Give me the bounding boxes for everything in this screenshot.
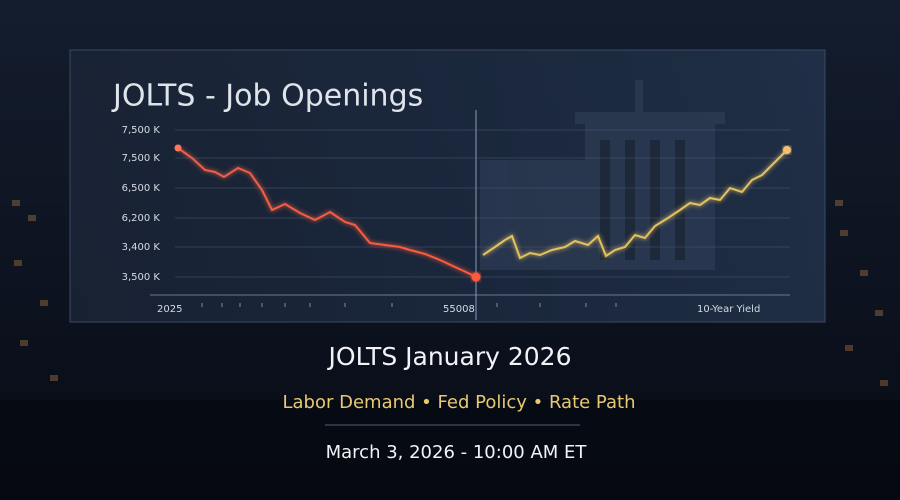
- y-label: 7,500 K: [122, 153, 161, 164]
- y-label: 7,500 K: [122, 125, 161, 136]
- yield-line: [482, 149, 788, 260]
- yield-end: [783, 146, 791, 154]
- x-label: 10-Year Yield: [697, 304, 760, 315]
- date: March 3, 2026 - 10:00 AM ET: [326, 442, 588, 463]
- x-label: 2025: [157, 304, 182, 315]
- minor-ticks: [201, 303, 617, 307]
- y-label: 3,400 K: [122, 242, 161, 253]
- line-start: [174, 144, 182, 152]
- job-openings-line: [177, 147, 477, 278]
- grid: [175, 129, 790, 278]
- headline: JOLTS January 2026: [327, 342, 572, 371]
- city-lights: [12, 200, 888, 386]
- topics: Labor Demand • Fed Policy • Rate Path: [283, 392, 636, 413]
- columns: [600, 140, 685, 260]
- desk-shadow: [0, 400, 900, 500]
- x-label: 55008: [443, 304, 475, 315]
- y-label: 6,200 K: [122, 213, 161, 224]
- line-end: [471, 272, 481, 282]
- chart-title: JOLTS - Job Openings: [111, 79, 423, 114]
- y-label: 3,500 K: [122, 272, 161, 283]
- y-label: 6,500 K: [122, 183, 161, 194]
